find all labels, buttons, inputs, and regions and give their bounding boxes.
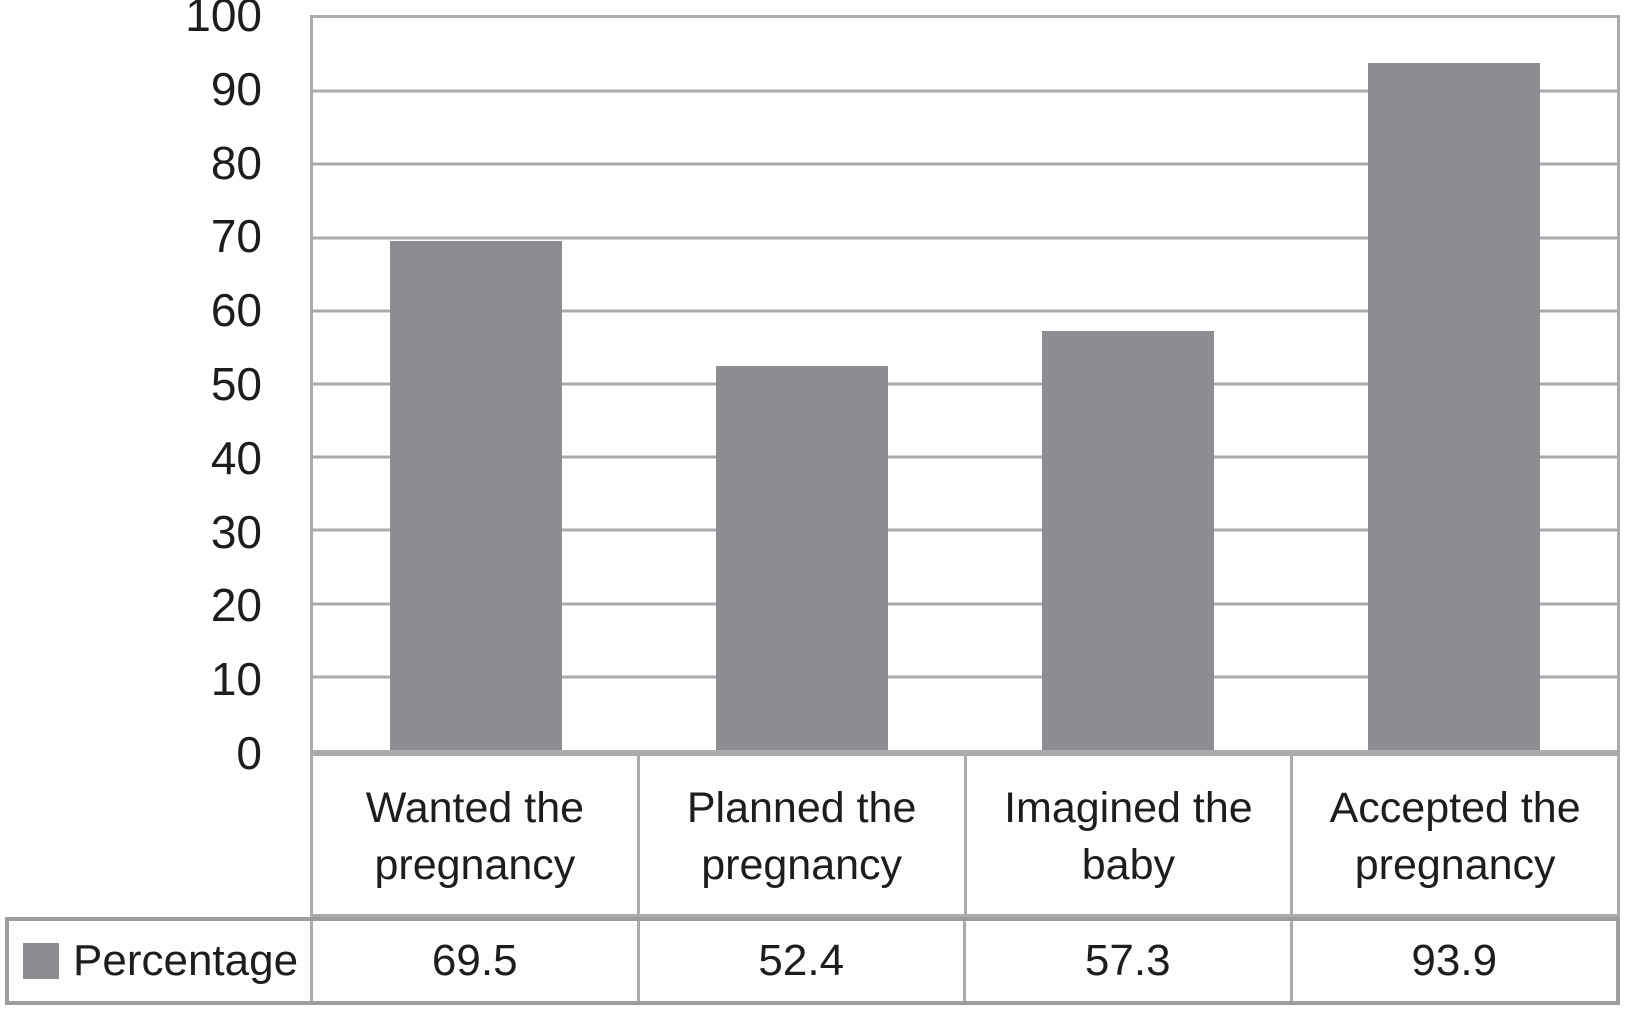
bar-column	[313, 18, 639, 750]
value-cell: 52.4	[636, 921, 964, 1001]
category-label: Accepted the pregnancy	[1290, 756, 1617, 914]
value-cell: 57.3	[963, 921, 1290, 1001]
gridline	[313, 236, 1617, 240]
gridline	[313, 602, 1617, 606]
bar-column	[1291, 18, 1617, 750]
y-tick-label: 60	[210, 284, 262, 337]
legend-cell: Percentage	[9, 921, 310, 1001]
bar-accepted-the-pregnancy	[1367, 62, 1541, 750]
data-table-row: Percentage 69.5 52.4 57.3 93.9	[5, 917, 1620, 1005]
bar-column	[639, 18, 965, 750]
value-cell: 69.5	[310, 921, 637, 1001]
category-label: Planned the pregnancy	[636, 756, 964, 914]
gridline	[313, 382, 1617, 386]
bar-planned-the-pregnancy	[715, 366, 889, 750]
gridline	[313, 675, 1617, 679]
bar-imagined-the-baby	[1041, 330, 1215, 750]
y-tick-label: 30	[210, 505, 262, 558]
bar-column	[965, 18, 1291, 750]
category-label: Imagined the baby	[963, 756, 1291, 914]
gridline	[313, 89, 1617, 93]
gridline	[313, 309, 1617, 313]
bar-series	[313, 18, 1617, 750]
y-tick-label: 20	[210, 579, 262, 632]
category-axis-row: Wanted the pregnancy Planned the pregnan…	[310, 753, 1620, 917]
gridline	[313, 455, 1617, 459]
y-tick-label: 90	[210, 62, 262, 115]
legend-color-swatch	[23, 943, 59, 979]
y-tick-label: 100	[185, 0, 262, 41]
value-cell: 93.9	[1289, 921, 1617, 1001]
y-tick-label: 0	[236, 727, 262, 779]
y-tick-label: 40	[210, 431, 262, 484]
category-label: Wanted the pregnancy	[365, 784, 585, 889]
gridline	[313, 528, 1617, 532]
y-tick-label: 10	[210, 653, 262, 706]
gridline	[313, 162, 1617, 166]
legend-label: Percentage	[73, 936, 299, 985]
y-tick-label: 50	[210, 358, 262, 410]
bar-wanted-the-pregnancy	[389, 241, 563, 750]
y-axis: 100 90 80 70 60 50 40 30 20 10 0	[0, 0, 262, 779]
y-tick-label: 80	[210, 136, 262, 189]
plot-area	[310, 15, 1620, 753]
y-tick-label: 70	[210, 210, 262, 263]
